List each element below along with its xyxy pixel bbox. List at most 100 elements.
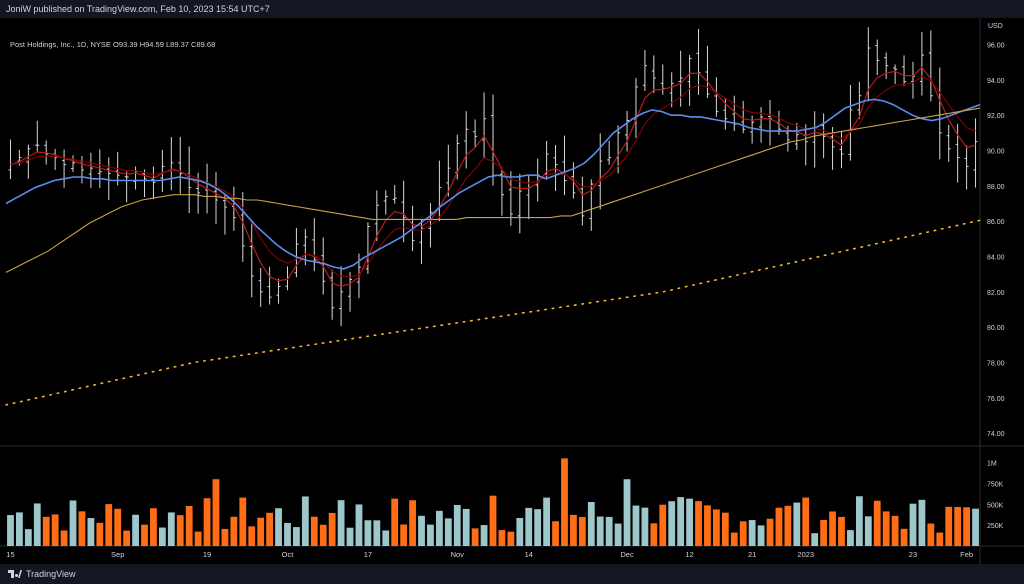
- low-label: L: [166, 40, 171, 49]
- volume-bar: [409, 500, 416, 546]
- volume-bar: [453, 504, 461, 546]
- volume-bar: [659, 504, 667, 546]
- volume-bar: [543, 497, 551, 546]
- volume-bar: [507, 531, 515, 546]
- price-tick-label: 80.00: [987, 325, 1005, 332]
- price-tick-label: 94.00: [987, 78, 1005, 85]
- volume-bar: [954, 506, 962, 546]
- price-tick-label: 76.00: [987, 396, 1005, 403]
- volume-bar: [185, 505, 193, 546]
- volume-bar: [96, 522, 104, 546]
- volume-bar: [498, 530, 506, 546]
- volume-bar: [775, 507, 783, 546]
- volume-bar: [873, 500, 881, 546]
- volume-bar: [838, 516, 845, 546]
- volume-bar: [444, 518, 452, 546]
- volume-bar: [105, 504, 113, 546]
- time-tick-label: Feb: [960, 550, 973, 559]
- volume-bar: [918, 499, 926, 546]
- volume-bar: [355, 504, 363, 546]
- volume-bar: [123, 530, 131, 546]
- volume-bar: [364, 520, 372, 546]
- volume-bar: [927, 523, 935, 546]
- time-tick-label: 23: [909, 550, 917, 559]
- ema-fast-line: [10, 66, 976, 288]
- volume-bar: [301, 496, 309, 546]
- volume-bar: [587, 501, 595, 546]
- volume-bar: [284, 522, 291, 546]
- volume-bar: [757, 525, 765, 546]
- volume-bar: [176, 515, 184, 546]
- volume-bar: [257, 517, 265, 546]
- volume-bar: [891, 515, 899, 546]
- volume-bar: [864, 516, 872, 546]
- price-tick-label: 86.00: [987, 219, 1005, 226]
- brand-text: TradingView: [26, 569, 76, 579]
- volume-bar: [400, 524, 408, 546]
- volume-bar: [293, 527, 300, 546]
- volume-bar: [909, 503, 917, 546]
- volume-bar: [24, 529, 32, 546]
- volume-bar: [471, 528, 479, 546]
- volume-tick-label: 1M: [987, 461, 997, 468]
- moving-average-dotted-line: [5, 219, 981, 406]
- volume-bar: [337, 500, 345, 546]
- volume-bar: [418, 515, 425, 546]
- time-tick-label: Oct: [282, 550, 295, 559]
- volume-bar: [650, 523, 658, 546]
- moving-average-gold-line: [5, 107, 981, 273]
- volume-bar: [552, 521, 559, 546]
- volume-bar: [239, 497, 247, 546]
- volume-tick-label: 250K: [987, 523, 1004, 530]
- volume-bar: [132, 514, 139, 546]
- price-chart[interactable]: USD 96.00 94.00 92.00 90.00 88.00 86.00 84.00 82…: [0, 18, 1024, 564]
- volume-bar: [221, 528, 229, 546]
- volume-bar: [167, 512, 175, 546]
- volume-bar: [42, 516, 50, 546]
- price-tick-label: 82.00: [987, 290, 1005, 297]
- volume-bar: [150, 508, 157, 546]
- volume-bar: [33, 503, 41, 546]
- volume-bar: [847, 530, 854, 546]
- volume-bar: [248, 526, 256, 546]
- volume-bar: [578, 516, 586, 546]
- volume-bar: [784, 505, 792, 546]
- tradingview-logo[interactable]: TradingView: [8, 564, 76, 584]
- time-tick-label: 2023: [797, 550, 814, 559]
- chart-area[interactable]: USD 96.00 94.00 92.00 90.00 88.00 86.00 84.00 82…: [0, 18, 1024, 564]
- volume-bar: [712, 509, 720, 546]
- time-tick-label: Sep: [111, 550, 124, 559]
- volume-bar: [561, 458, 568, 546]
- volume-bar: [427, 524, 434, 546]
- time-tick-label: 19: [203, 550, 211, 559]
- symbol-legend: Post Holdings, Inc., 1D, NYSE O93.39 H94…: [10, 40, 215, 49]
- volume-bar: [739, 521, 747, 546]
- volume-bar: [596, 516, 604, 546]
- moving-average-blue-line: [5, 98, 981, 270]
- volume-bar: [721, 512, 729, 546]
- volume-bar: [766, 518, 774, 546]
- time-tick-label: 12: [685, 550, 693, 559]
- volume-bar: [114, 508, 122, 546]
- volume-bar: [346, 527, 354, 546]
- volume-bar: [319, 524, 327, 546]
- volume-bar: [695, 501, 702, 546]
- volume-bar: [87, 518, 95, 546]
- close-value: 89.68: [196, 40, 216, 49]
- volume-bar: [811, 533, 819, 546]
- volume-bar: [480, 525, 488, 546]
- price-tick-label: 90.00: [987, 149, 1005, 156]
- volume-bar: [266, 512, 274, 546]
- volume-bar: [78, 511, 86, 546]
- volume-bar: [212, 479, 220, 546]
- volume-bar: [972, 508, 979, 546]
- volume-bar: [641, 507, 649, 546]
- price-tick-label: 78.00: [987, 361, 1005, 368]
- volume-tick-label: 500K: [987, 502, 1004, 509]
- high-value: 94.59: [145, 40, 164, 49]
- volume-bar: [623, 479, 631, 546]
- price-axis-unit: USD: [988, 23, 1003, 30]
- price-tick-label: 74.00: [987, 431, 1005, 438]
- volume-bar: [328, 512, 336, 546]
- volume-bar: [60, 530, 68, 546]
